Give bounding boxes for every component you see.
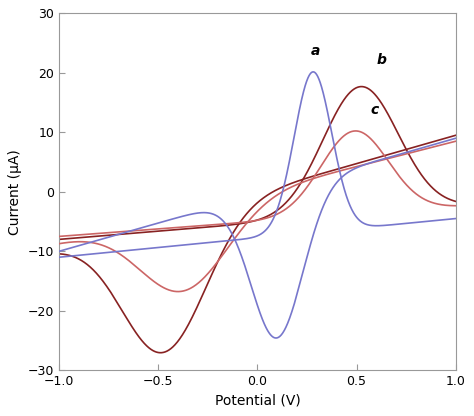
- Text: c: c: [371, 104, 379, 117]
- X-axis label: Potential (V): Potential (V): [215, 394, 301, 408]
- Text: b: b: [376, 53, 386, 67]
- Y-axis label: Current (μA): Current (μA): [9, 149, 22, 235]
- Text: a: a: [311, 44, 320, 58]
